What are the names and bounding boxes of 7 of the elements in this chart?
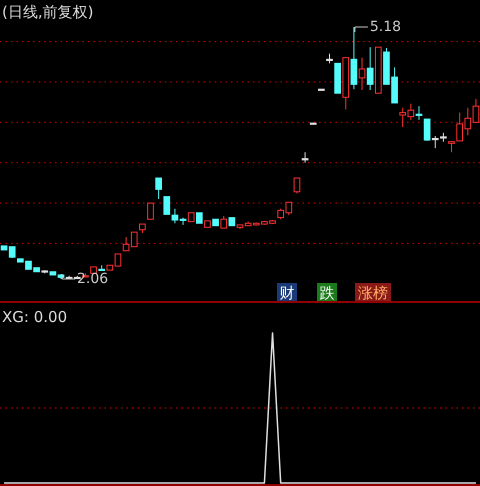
- annotation: 5.18: [370, 19, 402, 35]
- chart-title: (日线,前复权): [2, 3, 94, 21]
- chart-title: XG: 0.00: [2, 308, 68, 326]
- annotation: 2.06: [77, 271, 108, 287]
- text: 财: [280, 284, 294, 302]
- text: 涨榜: [358, 284, 388, 302]
- text: 跌: [320, 284, 334, 302]
